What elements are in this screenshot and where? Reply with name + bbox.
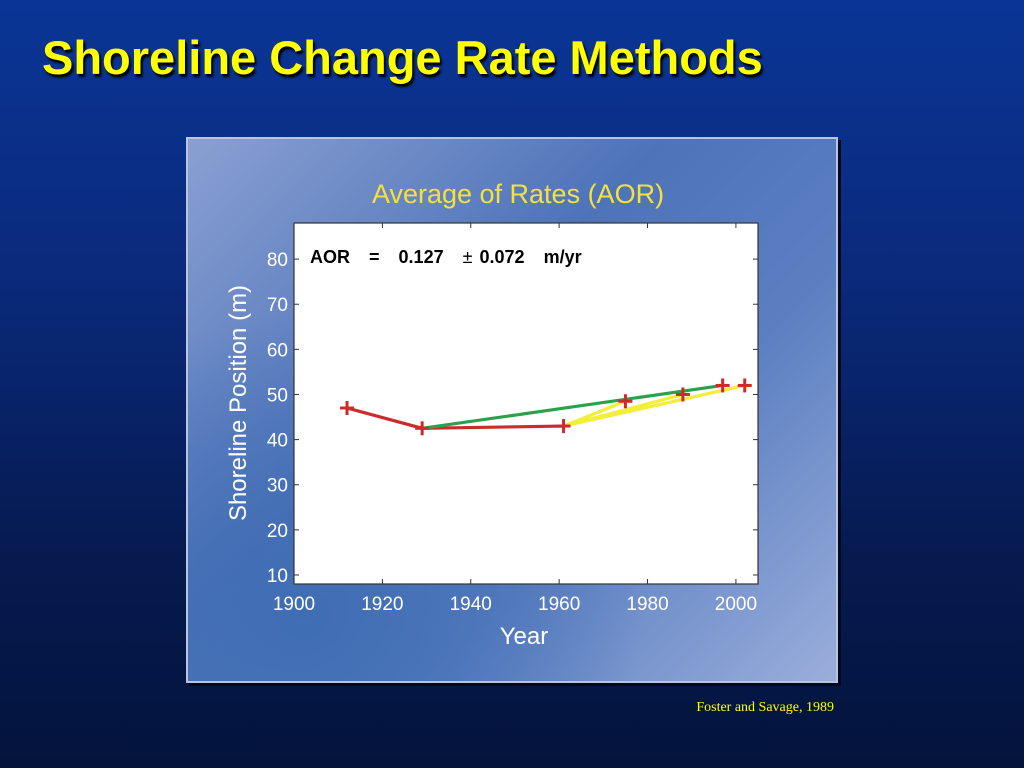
citation: Foster and Savage, 1989 bbox=[696, 700, 834, 715]
data-point-marker bbox=[415, 421, 430, 436]
annotation-plus-minus: ± bbox=[463, 247, 473, 267]
figure-panel: Average of Rates (AOR) 1900 1920 1940 1960 1… bbox=[186, 137, 838, 683]
y-tick-label: 30 bbox=[267, 476, 288, 497]
y-tick-label: 60 bbox=[267, 340, 288, 361]
data-point-marker bbox=[340, 401, 355, 416]
slide-title: Shoreline Change Rate Methods bbox=[42, 31, 763, 84]
svg-text:AOR = 0.127: AOR = 0.127 ± 0.072 m/yr bbox=[310, 247, 582, 267]
points-layer bbox=[340, 378, 752, 436]
x-axis-ticks: 1900 1920 1940 1960 1980 2000 bbox=[273, 223, 757, 615]
data-point-marker bbox=[737, 378, 752, 393]
y-tick-label: 70 bbox=[267, 295, 288, 316]
annotation-label: AOR bbox=[310, 247, 350, 267]
x-tick-label: 1900 bbox=[273, 594, 315, 615]
annotation-error: 0.072 bbox=[480, 247, 525, 267]
chart-title: Average of Rates (AOR) bbox=[372, 179, 664, 209]
y-axis-ticks: 10 20 30 40 50 60 70 80 bbox=[267, 250, 758, 587]
annotation-equals: = bbox=[369, 247, 380, 267]
y-axis-label: Shoreline Position (m) bbox=[225, 285, 252, 521]
x-tick-label: 1940 bbox=[450, 594, 492, 615]
annotation-unit: m/yr bbox=[544, 247, 582, 267]
data-point-marker bbox=[715, 378, 730, 393]
annotation-value: 0.127 bbox=[399, 247, 444, 267]
data-point-marker bbox=[556, 419, 571, 434]
data-point-marker bbox=[675, 387, 690, 402]
y-tick-label: 20 bbox=[267, 521, 288, 542]
series-line-5 bbox=[561, 383, 747, 428]
x-tick-label: 1960 bbox=[538, 594, 580, 615]
y-tick-label: 50 bbox=[267, 385, 288, 406]
aor-chart: Average of Rates (AOR) 1900 1920 1940 1960 1… bbox=[225, 179, 759, 650]
data-point-marker bbox=[618, 394, 633, 409]
y-tick-label: 10 bbox=[267, 566, 288, 587]
x-tick-label: 1920 bbox=[361, 594, 403, 615]
x-axis-label: Year bbox=[500, 623, 549, 650]
x-tick-label: 1980 bbox=[626, 594, 668, 615]
x-tick-label: 2000 bbox=[715, 594, 757, 615]
y-tick-label: 80 bbox=[267, 250, 288, 271]
aor-annotation: AOR = 0.127 ± 0.072 m/yr bbox=[310, 247, 582, 267]
plot-area bbox=[293, 222, 759, 585]
series-line-2 bbox=[420, 383, 725, 430]
y-tick-label: 40 bbox=[267, 431, 288, 452]
